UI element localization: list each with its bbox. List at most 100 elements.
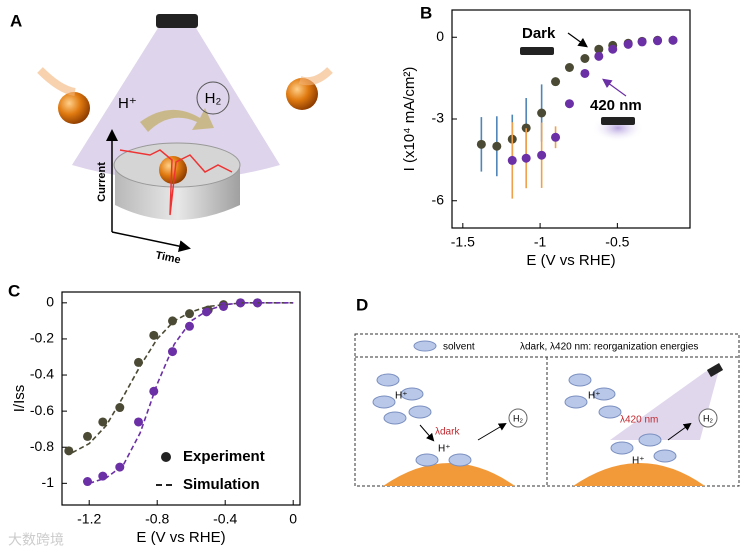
data-point bbox=[168, 347, 177, 357]
y-tick-label: 0 bbox=[46, 294, 54, 310]
motion-trail bbox=[298, 67, 333, 86]
legend-note: λdark, λ420 nm: reorganization energies bbox=[520, 342, 698, 353]
h2-label: H₂ bbox=[513, 413, 523, 423]
data-point bbox=[149, 330, 159, 340]
data-point bbox=[83, 431, 92, 441]
particle bbox=[58, 92, 90, 124]
x-tick-label: -0.5 bbox=[605, 234, 629, 250]
h-plus-label: H⁺ bbox=[118, 95, 137, 112]
data-point bbox=[564, 99, 574, 109]
x-tick-label: 0 bbox=[289, 511, 297, 527]
h-plus-label: H⁺ bbox=[632, 456, 645, 467]
data-point bbox=[637, 37, 647, 47]
data-point bbox=[521, 123, 531, 133]
legend-label: Simulation bbox=[183, 476, 260, 493]
lamp-icon bbox=[706, 363, 724, 377]
solvent-label: solvent bbox=[443, 342, 475, 353]
solvent-cluster bbox=[372, 373, 677, 467]
x-axis-label: E (V vs RHE) bbox=[136, 529, 225, 546]
panel-label: D bbox=[356, 295, 368, 314]
x-tick-label: -0.8 bbox=[145, 511, 169, 527]
h2-circle bbox=[508, 408, 528, 428]
watermark: 大数跨境 bbox=[8, 532, 64, 548]
y-tick-label: -3 bbox=[432, 110, 445, 126]
data-point bbox=[653, 36, 663, 46]
electrode bbox=[573, 463, 705, 486]
current-label: Current bbox=[96, 162, 108, 202]
data-point bbox=[580, 68, 590, 78]
current-trace bbox=[119, 149, 233, 216]
motion-trail bbox=[37, 67, 76, 96]
x-tick-label: -1.2 bbox=[77, 511, 101, 527]
data-point bbox=[83, 477, 92, 487]
x-axis-label: E (V vs RHE) bbox=[526, 252, 615, 269]
h-plus-label: H⁺ bbox=[395, 391, 408, 402]
time-label: Time bbox=[154, 249, 181, 266]
data-point bbox=[253, 298, 262, 308]
time-axis bbox=[111, 231, 191, 253]
x-tick-label: -1 bbox=[534, 234, 547, 250]
y-tick-label: -0.8 bbox=[30, 438, 54, 454]
legend-label: Experiment bbox=[183, 448, 265, 465]
panel-a: A H₂ H⁺ Current Time bbox=[10, 11, 333, 266]
data-point bbox=[98, 417, 108, 427]
y-tick-label: -6 bbox=[432, 191, 445, 207]
data-point bbox=[492, 141, 502, 151]
solvent-icon bbox=[413, 340, 437, 352]
y-tick-label: -0.6 bbox=[30, 402, 54, 418]
h-plus-label: H⁺ bbox=[438, 444, 451, 455]
panel-label: C bbox=[8, 281, 20, 300]
lambda-420: λ420 nm bbox=[620, 415, 658, 426]
h2-circle bbox=[698, 408, 718, 428]
y-tick-label: 0 bbox=[436, 28, 444, 44]
data-point bbox=[537, 150, 547, 160]
dark-arrow bbox=[567, 32, 588, 48]
y-tick-label: -0.4 bbox=[30, 366, 54, 382]
data-point bbox=[64, 446, 74, 456]
lamp bbox=[156, 14, 198, 28]
panel-label: B bbox=[420, 3, 432, 22]
electrode bbox=[383, 463, 515, 486]
h2-label: H₂ bbox=[703, 413, 713, 423]
y-axis-label: I (x10⁴ mA/cm²) bbox=[401, 67, 418, 172]
simulation-line bbox=[71, 302, 294, 454]
data-point bbox=[594, 51, 604, 61]
y-tick-label: -1 bbox=[42, 474, 55, 490]
annotation: 420 nm bbox=[590, 97, 642, 114]
data-point bbox=[623, 39, 633, 49]
particle bbox=[159, 156, 187, 184]
arrow bbox=[477, 422, 507, 441]
h2-circle bbox=[196, 81, 230, 115]
lamp-icon bbox=[601, 117, 635, 125]
reaction-arrow bbox=[140, 108, 214, 132]
data-point bbox=[507, 155, 517, 165]
h2-label: H₂ bbox=[205, 90, 222, 107]
data-point bbox=[594, 44, 604, 54]
data-point bbox=[551, 132, 561, 142]
data-point bbox=[168, 316, 177, 326]
arrow bbox=[667, 422, 692, 441]
annotation: Dark bbox=[522, 25, 556, 42]
outer-box bbox=[354, 333, 740, 487]
light-cone bbox=[72, 28, 280, 180]
data-point bbox=[537, 108, 547, 118]
lambda-dark: λdark bbox=[435, 427, 460, 438]
y-axis-label: I/Iss bbox=[11, 385, 28, 413]
particle bbox=[286, 78, 318, 110]
data-point bbox=[608, 44, 618, 54]
arrow bbox=[419, 424, 435, 442]
panel-d: D solvent λdark, λ420 nm: reorganization… bbox=[354, 295, 740, 487]
legend-marker bbox=[161, 452, 171, 462]
x-tick-label: -1.5 bbox=[451, 234, 475, 250]
data-point bbox=[564, 62, 574, 72]
light-arrow bbox=[602, 78, 627, 97]
data-point bbox=[668, 35, 678, 45]
panel-b-decor bbox=[520, 32, 644, 142]
h-plus-label: H⁺ bbox=[588, 391, 601, 402]
y-tick-label: -0.2 bbox=[30, 330, 54, 346]
data-point bbox=[134, 417, 143, 427]
lamp-icon bbox=[520, 47, 554, 55]
light-beam bbox=[610, 366, 720, 440]
x-tick-label: -0.4 bbox=[213, 511, 237, 527]
